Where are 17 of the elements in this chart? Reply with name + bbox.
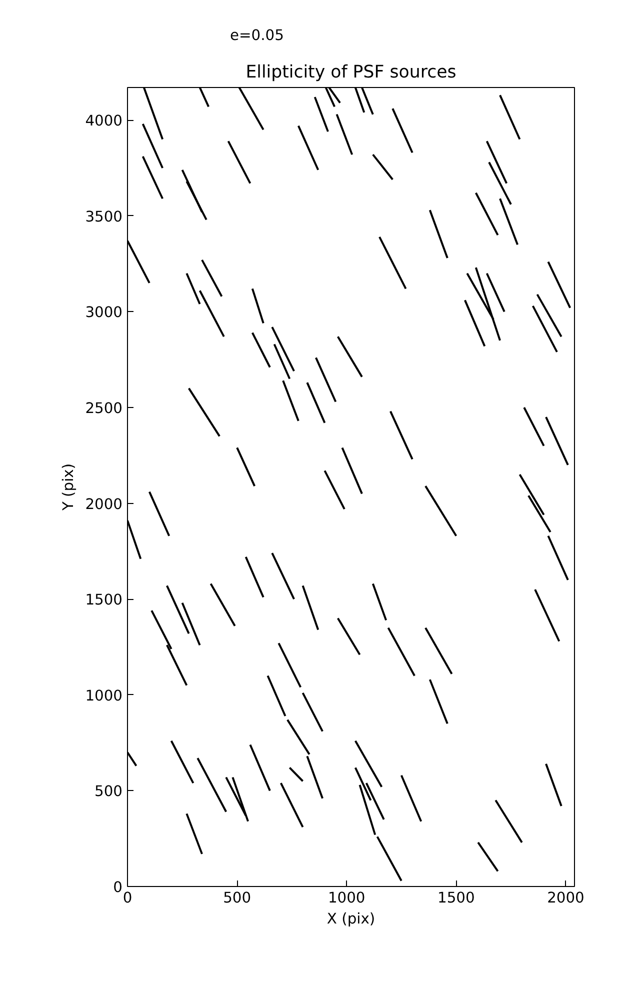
y-tick-label: 3500 bbox=[85, 208, 123, 226]
y-tick-label: 2000 bbox=[85, 496, 123, 513]
y-tick-label: 0 bbox=[113, 879, 123, 896]
y-tick-label: 4000 bbox=[85, 112, 123, 130]
y-tick-label: 1500 bbox=[85, 592, 123, 609]
y-axis-title: Y (pix) bbox=[60, 463, 78, 512]
text: e=0.05 bbox=[230, 26, 284, 44]
x-tick-label: 1500 bbox=[438, 890, 475, 906]
x-tick-label: 2000 bbox=[547, 890, 584, 906]
x-tick-label: 1000 bbox=[328, 890, 366, 906]
x-axis-title: X (pix) bbox=[326, 910, 376, 928]
y-tick-label: 500 bbox=[94, 783, 123, 800]
chart-title: Ellipticity of PSF sources bbox=[246, 62, 456, 82]
x-tick-label: 500 bbox=[223, 890, 252, 906]
y-tick-label: 3000 bbox=[85, 304, 123, 322]
y-tick-label: 1000 bbox=[85, 687, 123, 704]
y-tick-label: 2500 bbox=[85, 400, 123, 417]
